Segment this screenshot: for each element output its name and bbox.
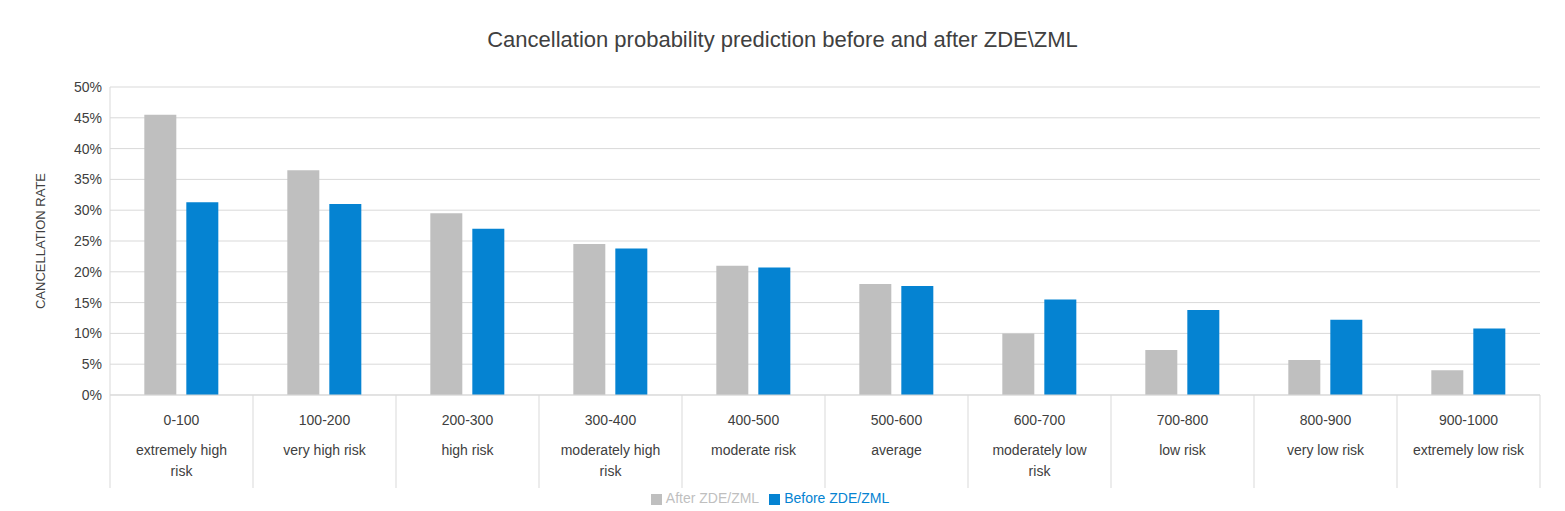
svg-text:very low risk: very low risk — [1287, 442, 1365, 458]
svg-text:300-400: 300-400 — [585, 412, 637, 428]
svg-text:extremely low risk: extremely low risk — [1413, 442, 1525, 458]
svg-text:extremely high: extremely high — [136, 442, 227, 458]
svg-text:10%: 10% — [74, 325, 102, 341]
svg-text:moderately low: moderately low — [992, 442, 1087, 458]
html-text:Cancellation probability predi: Cancellation probability prediction befo… — [487, 27, 1078, 52]
svg-text:900-1000: 900-1000 — [1439, 412, 1498, 428]
html-text:Before ZDE/ZML: Before ZDE/ZML — [784, 490, 890, 506]
svg-text:600-700: 600-700 — [1014, 412, 1066, 428]
svg-text:low risk: low risk — [1159, 442, 1207, 458]
svg-text:40%: 40% — [74, 141, 102, 157]
svg-text:25%: 25% — [74, 233, 102, 249]
svg-text:very high risk: very high risk — [283, 442, 366, 458]
html-text:After ZDE/ZML: After ZDE/ZML — [665, 490, 760, 506]
svg-text:high risk: high risk — [441, 442, 494, 458]
svg-text:30%: 30% — [74, 202, 102, 218]
svg-text:risk: risk — [1029, 463, 1052, 479]
svg-text:0-100: 0-100 — [164, 412, 200, 428]
svg-text:CANCELLATION RATE: CANCELLATION RATE — [33, 173, 48, 309]
svg-text:average: average — [871, 442, 922, 458]
svg-text:moderate risk: moderate risk — [711, 442, 797, 458]
svg-text:200-300: 200-300 — [442, 412, 494, 428]
svg-text:700-800: 700-800 — [1157, 412, 1209, 428]
svg-text:45%: 45% — [74, 110, 102, 126]
svg-text:100-200: 100-200 — [299, 412, 351, 428]
svg-text:15%: 15% — [74, 295, 102, 311]
svg-text:5%: 5% — [82, 356, 102, 372]
svg-text:risk: risk — [600, 463, 623, 479]
svg-text:800-900: 800-900 — [1300, 412, 1352, 428]
svg-text:0%: 0% — [82, 387, 102, 403]
svg-text:500-600: 500-600 — [871, 412, 923, 428]
svg-text:20%: 20% — [74, 264, 102, 280]
svg-text:50%: 50% — [74, 79, 102, 95]
svg-text:moderately high: moderately high — [561, 442, 661, 458]
svg-text:risk: risk — [171, 463, 194, 479]
svg-text:35%: 35% — [74, 171, 102, 187]
svg-text:400-500: 400-500 — [728, 412, 780, 428]
